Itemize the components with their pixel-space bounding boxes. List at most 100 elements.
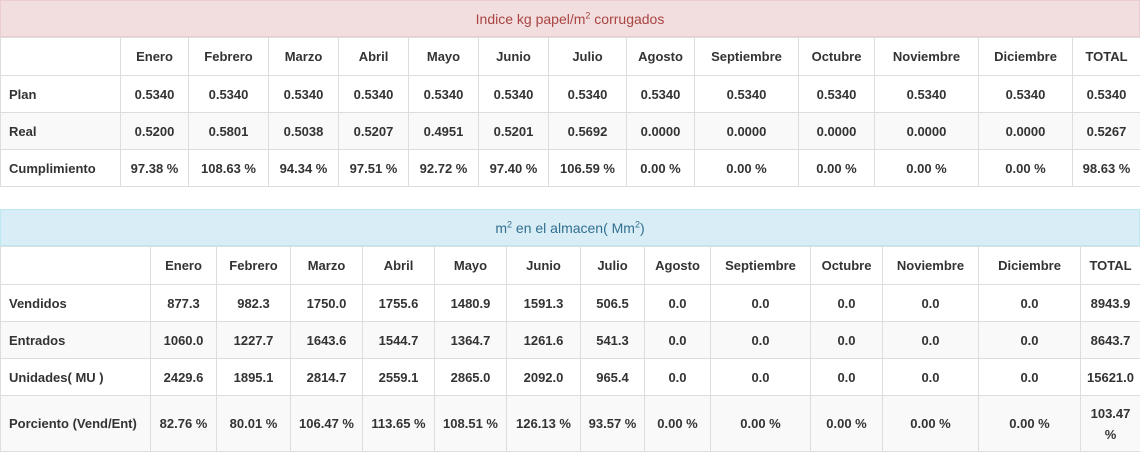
column-header: Marzo (291, 247, 363, 285)
table-cell: 0.00 % (875, 150, 979, 187)
table-cell: 0.0 (711, 285, 811, 322)
column-header: Agosto (627, 38, 695, 76)
table-cell: 982.3 (217, 285, 291, 322)
table-cell: 0.5340 (1073, 76, 1140, 113)
table-cell: 0.0000 (695, 113, 799, 150)
column-header: Octubre (799, 38, 875, 76)
column-header: Marzo (269, 38, 339, 76)
table-cell: 1755.6 (363, 285, 435, 322)
table-cell: 2429.6 (151, 359, 217, 396)
table-cell: 0.0000 (627, 113, 695, 150)
almacen-panel-title: m2 en el almacen( Mm2) (0, 209, 1140, 246)
table-cell: 0.0 (883, 322, 979, 359)
table-cell: 1480.9 (435, 285, 507, 322)
table-cell: 0.00 % (979, 396, 1081, 452)
column-header: TOTAL (1081, 247, 1140, 285)
column-header: Noviembre (883, 247, 979, 285)
table-cell: 8943.9 (1081, 285, 1140, 322)
table-cell: 103.47 % (1081, 396, 1140, 452)
table-cell: 82.76 % (151, 396, 217, 452)
table-cell: 0.5340 (121, 76, 189, 113)
table-cell: 0.5340 (479, 76, 549, 113)
column-header: Mayo (435, 247, 507, 285)
table-cell: 15621.0 (1081, 359, 1140, 396)
table-cell: 0.5340 (875, 76, 979, 113)
table-cell: 126.13 % (507, 396, 581, 452)
table-cell: 541.3 (581, 322, 645, 359)
column-header: Abril (339, 38, 409, 76)
table-cell: 0.5038 (269, 113, 339, 150)
table-cell: 2559.1 (363, 359, 435, 396)
title-text: m (495, 220, 507, 236)
corner-cell (1, 38, 121, 76)
table-cell: 1591.3 (507, 285, 581, 322)
table-cell: 0.0 (979, 322, 1081, 359)
table-cell: 0.4951 (409, 113, 479, 150)
table-cell: 1544.7 (363, 322, 435, 359)
table-cell: 0.0 (979, 359, 1081, 396)
table-cell: 0.00 % (799, 150, 875, 187)
column-header: Junio (507, 247, 581, 285)
title-text-end: ) (640, 220, 645, 236)
table-cell: 0.5340 (409, 76, 479, 113)
table-cell: 0.0 (645, 285, 711, 322)
table-cell: 0.5267 (1073, 113, 1140, 150)
table-cell: 1643.6 (291, 322, 363, 359)
column-header: Mayo (409, 38, 479, 76)
table-cell: 0.0000 (799, 113, 875, 150)
table-cell: 0.0 (711, 322, 811, 359)
column-header: Enero (151, 247, 217, 285)
table-cell: 0.0 (811, 285, 883, 322)
table-cell: 506.5 (581, 285, 645, 322)
table-cell: 93.57 % (581, 396, 645, 452)
column-header: Septiembre (695, 38, 799, 76)
table-cell: 0.00 % (627, 150, 695, 187)
column-header: Abril (363, 247, 435, 285)
table-cell: 0.00 % (645, 396, 711, 452)
table-cell: 2814.7 (291, 359, 363, 396)
column-header: Febrero (189, 38, 269, 76)
table-cell: 0.0 (711, 359, 811, 396)
corner-cell (1, 247, 151, 285)
table-cell: 0.5340 (269, 76, 339, 113)
table-cell: 92.72 % (409, 150, 479, 187)
table-cell: 1750.0 (291, 285, 363, 322)
table-cell: 1895.1 (217, 359, 291, 396)
table-cell: 0.0 (883, 285, 979, 322)
table-cell: 113.65 % (363, 396, 435, 452)
table-cell: 0.0000 (875, 113, 979, 150)
table-cell: 0.0 (883, 359, 979, 396)
table-cell: 0.00 % (695, 150, 799, 187)
column-header: Junio (479, 38, 549, 76)
column-header: Noviembre (875, 38, 979, 76)
table-cell: 0.5207 (339, 113, 409, 150)
table-cell: 0.5201 (479, 113, 549, 150)
row-label: Porciento (Vend/Ent) (1, 396, 151, 452)
table-cell: 0.5340 (979, 76, 1073, 113)
table-cell: 0.0 (645, 359, 711, 396)
row-label: Vendidos (1, 285, 151, 322)
title-text-mid: en el almacen( Mm (512, 220, 635, 236)
title-text: Indice kg papel/m (476, 11, 586, 27)
table-cell: 0.0 (645, 322, 711, 359)
table-cell: 108.63 % (189, 150, 269, 187)
table-cell: 0.5340 (339, 76, 409, 113)
column-header: Diciembre (979, 38, 1073, 76)
table-cell: 0.5340 (799, 76, 875, 113)
table-cell: 97.38 % (121, 150, 189, 187)
row-label: Unidades( MU ) (1, 359, 151, 396)
table-cell: 1261.6 (507, 322, 581, 359)
row-label: Real (1, 113, 121, 150)
table-cell: 0.5801 (189, 113, 269, 150)
column-header: Octubre (811, 247, 883, 285)
table-cell: 1060.0 (151, 322, 217, 359)
table-cell: 108.51 % (435, 396, 507, 452)
